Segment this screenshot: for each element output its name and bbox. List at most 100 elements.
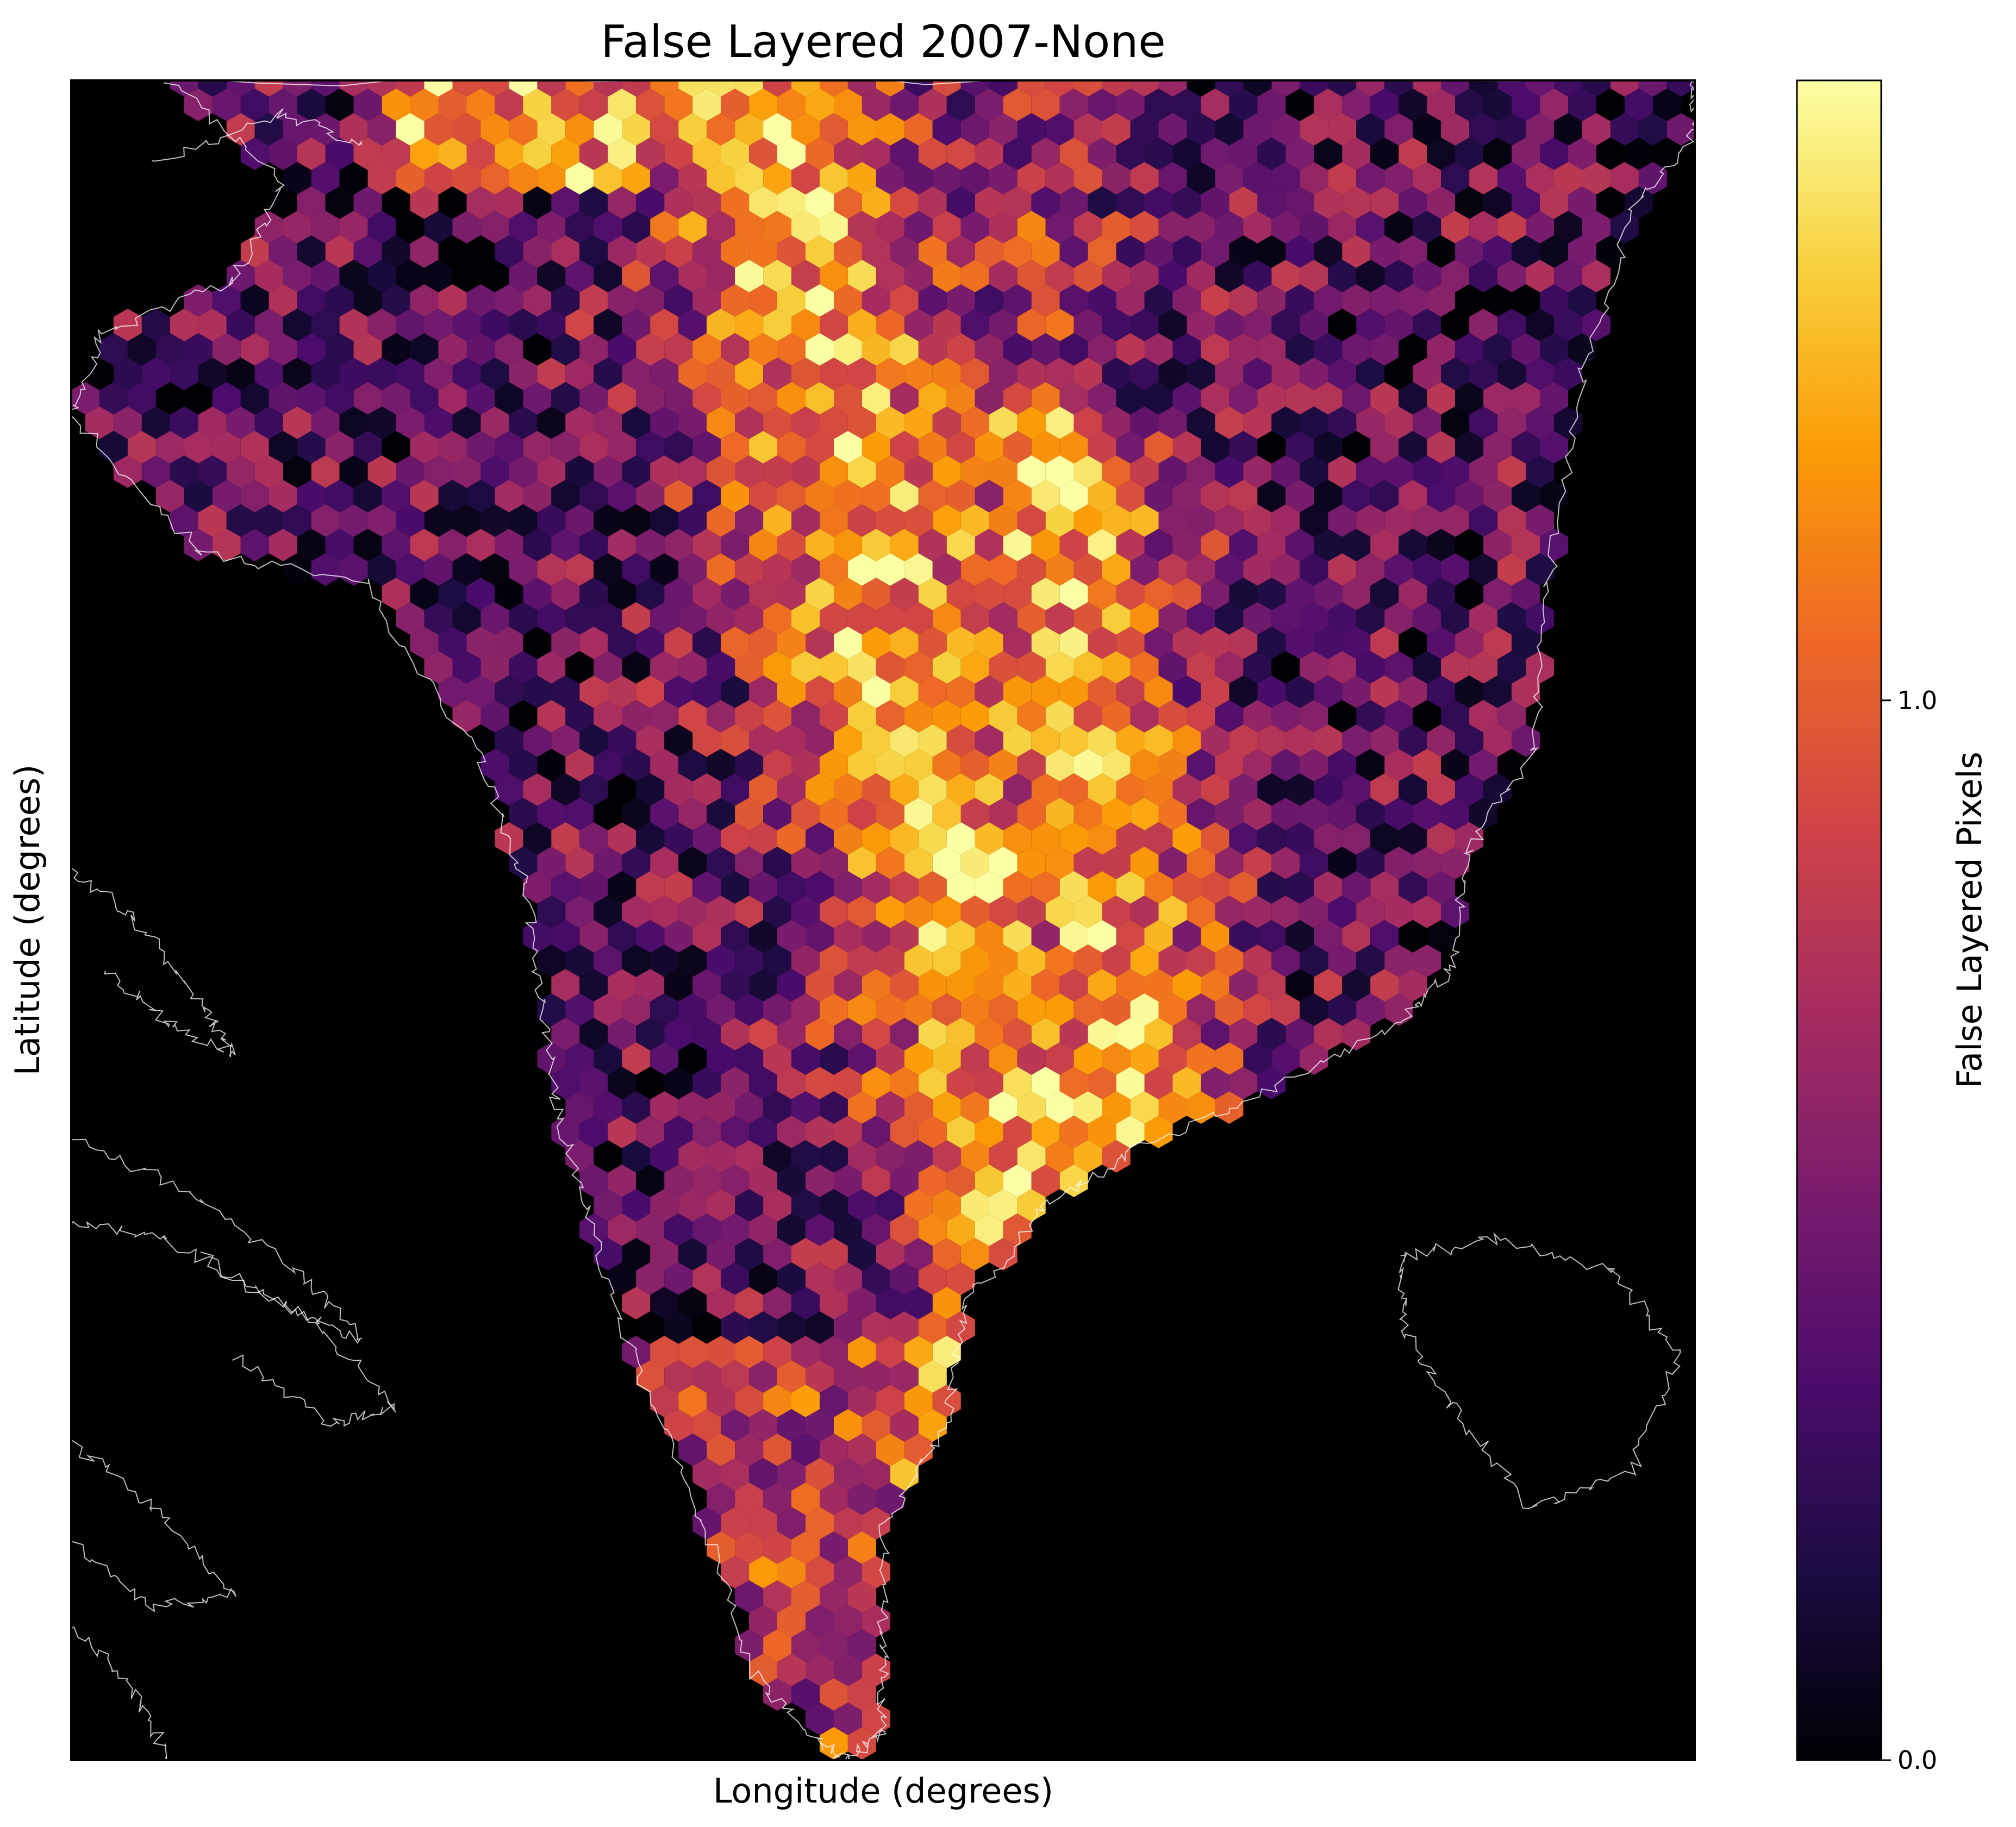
- hexbin-cell: [749, 1262, 777, 1295]
- hexbin-cell: [1469, 798, 1498, 830]
- hexbin-cell: [1328, 944, 1357, 977]
- hexbin-cell: [622, 1287, 651, 1319]
- hexbin-cell: [946, 431, 975, 464]
- hexbin-cell: [1017, 700, 1046, 733]
- hexbin-cell: [890, 724, 919, 757]
- hexbin-cell: [707, 406, 735, 439]
- hexbin-cell: [1215, 406, 1244, 439]
- hexbin-cell: [537, 358, 566, 390]
- hexbin-cell: [735, 1531, 764, 1564]
- hexbin-cell: [1370, 675, 1399, 708]
- hexbin-cell: [1285, 578, 1314, 610]
- hexbin-cell: [946, 529, 975, 561]
- hexbin-cell: [763, 651, 791, 684]
- hexbin-cell: [960, 993, 989, 1026]
- hexbin-cell: [834, 382, 862, 415]
- hexbin-cell: [636, 186, 665, 219]
- hexbin-cell: [834, 1409, 862, 1442]
- hexbin-cell: [1130, 896, 1159, 928]
- hexbin-cell: [721, 186, 750, 219]
- hexbin-cell: [806, 773, 834, 806]
- hexbin-cell: [1356, 162, 1385, 195]
- hexbin-cell: [1158, 602, 1187, 635]
- hexbin-cell: [1172, 382, 1201, 415]
- hexbin-cell: [707, 1531, 735, 1564]
- hexbin-cell: [735, 1336, 764, 1368]
- hexbin-cell: [1427, 627, 1456, 659]
- hexbin-cell: [551, 773, 580, 806]
- hexbin-cell: [1413, 749, 1441, 781]
- hexbin-cell: [791, 1482, 820, 1515]
- hexbin-cell: [495, 529, 523, 561]
- hexbin-cell: [1285, 186, 1314, 219]
- hexbin-cell: [664, 1213, 693, 1246]
- hexbin-cell: [1314, 529, 1343, 561]
- hexbin-cell: [692, 284, 721, 317]
- hexbin-cell: [1088, 1018, 1116, 1050]
- hexbin-cell: [537, 896, 566, 928]
- hexbin-cell: [198, 309, 227, 341]
- hexbin-cell: [608, 1067, 636, 1099]
- hexbin-cell: [876, 798, 904, 830]
- hexbin-cell: [551, 431, 580, 464]
- hexbin-cell: [791, 1189, 820, 1222]
- hexbin-cell: [537, 504, 566, 537]
- hexbin-cell: [1229, 431, 1258, 464]
- hexbin-cell: [509, 211, 538, 243]
- hexbin-cell: [1257, 284, 1286, 317]
- hexbin-cell: [820, 358, 848, 390]
- hexbin-cell: [678, 944, 707, 977]
- hexbin-cell: [509, 504, 538, 537]
- hexbin-cell: [932, 309, 961, 341]
- hexbin-cell: [1328, 504, 1357, 537]
- hexbin-cell: [820, 406, 848, 439]
- hexbin-cell: [1413, 455, 1441, 488]
- hexbin-cell: [297, 284, 326, 317]
- hexbin-cell: [932, 896, 961, 928]
- hexbin-cell: [960, 113, 989, 146]
- hexbin-cell: [932, 944, 961, 977]
- hexbin-cell: [1243, 896, 1272, 928]
- hexbin-cell: [1441, 553, 1470, 586]
- hexbin-cell: [438, 627, 467, 659]
- hexbin-cell: [480, 406, 509, 439]
- hexbin-cell: [904, 1189, 933, 1222]
- hexbin-cell: [523, 235, 552, 268]
- hexbin-cell: [847, 1531, 876, 1564]
- hexbin-cell: [1144, 382, 1173, 415]
- hexbin-cell: [1243, 113, 1272, 146]
- hexbin-cell: [904, 602, 933, 635]
- hexbin-cell: [551, 186, 580, 219]
- hexbin-cell: [551, 1018, 580, 1050]
- hexbin-cell: [834, 1458, 862, 1491]
- hexbin-cell: [791, 406, 820, 439]
- hexbin-cell: [834, 1507, 862, 1540]
- hexbin-cell: [1526, 602, 1554, 635]
- hexbin-cell: [1413, 798, 1441, 830]
- hexbin-cell: [1540, 382, 1568, 415]
- hexbin-cell: [975, 529, 1003, 561]
- hexbin-cell: [325, 382, 354, 415]
- hexbin-cell: [1328, 406, 1357, 439]
- hexbin-cell: [311, 309, 340, 341]
- hexbin-cell: [311, 162, 340, 195]
- hexbin-cell: [438, 480, 467, 512]
- hexbin-cell: [1512, 284, 1540, 317]
- hexbin-cell: [452, 309, 481, 341]
- hexbin-cell: [721, 1116, 750, 1148]
- hexbin-cell: [1158, 993, 1187, 1026]
- hexbin-cell: [1427, 137, 1456, 170]
- hexbin-cell: [946, 1213, 975, 1246]
- hexbin-cell: [1314, 333, 1343, 366]
- hexbin-cell: [960, 1189, 989, 1222]
- hexbin-cell: [820, 113, 848, 146]
- hexbin-cell: [382, 89, 410, 121]
- hexbin-cell: [622, 455, 651, 488]
- hexbin-cell: [975, 675, 1003, 708]
- hexbin-cell: [1483, 382, 1512, 415]
- hexbin-cell: [1469, 553, 1498, 586]
- hexbin-cell: [876, 1385, 904, 1417]
- hexbin-cell: [763, 700, 791, 733]
- hexbin-cell: [1017, 1042, 1046, 1075]
- hexbin-cell: [382, 578, 410, 610]
